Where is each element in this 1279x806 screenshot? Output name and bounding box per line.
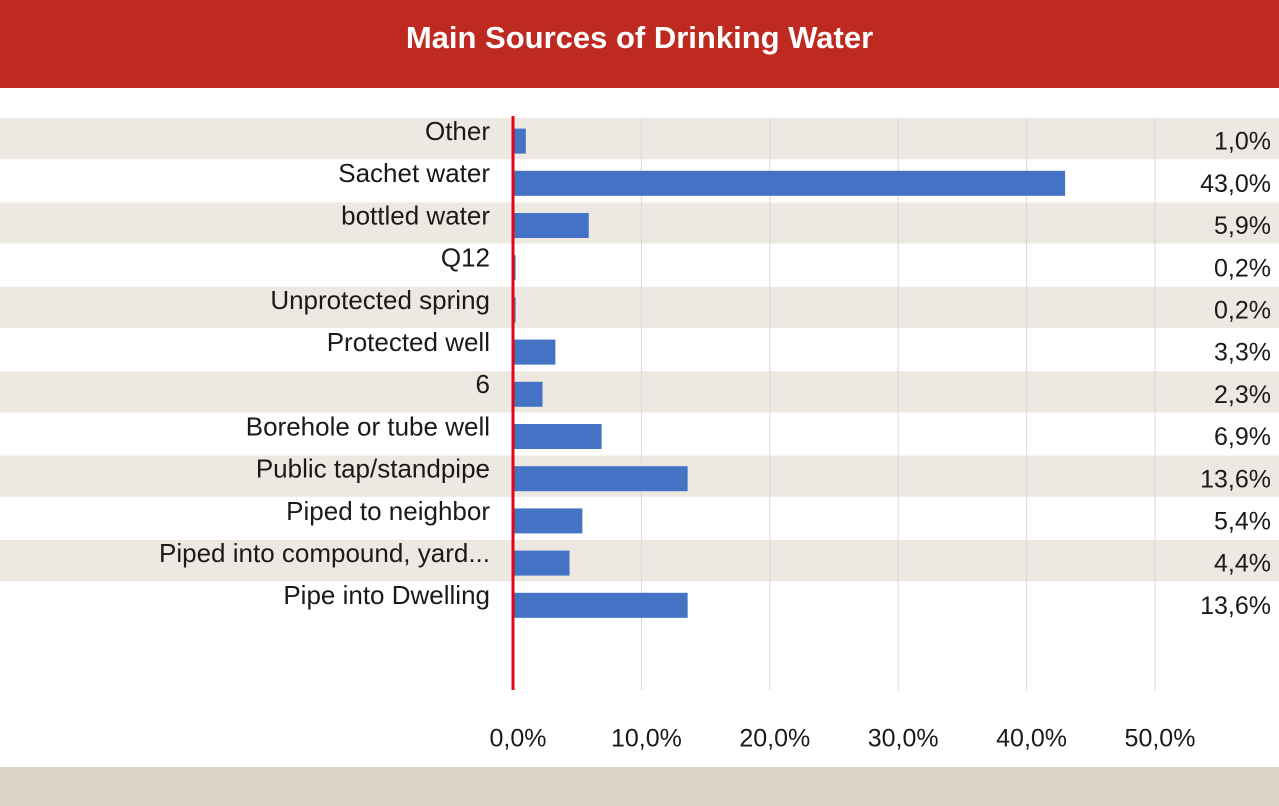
category-label: bottled water	[341, 200, 490, 230]
bar	[513, 170, 1066, 196]
bar	[513, 592, 688, 618]
bar	[513, 550, 570, 576]
category-label: Q12	[441, 243, 490, 273]
value-label: 0,2%	[1214, 254, 1271, 282]
value-label: 13,6%	[1200, 592, 1271, 620]
category-label: Unprotected spring	[270, 285, 490, 315]
row-band	[0, 371, 1279, 413]
value-label: 0,2%	[1214, 297, 1271, 325]
category-label: 6	[476, 369, 490, 399]
x-tick-label: 30,0%	[868, 725, 939, 753]
value-label: 4,4%	[1214, 550, 1271, 578]
row-band	[0, 118, 1279, 160]
category-label: Sachet water	[338, 158, 490, 188]
title-bar: Main Sources of Drinking Water	[0, 0, 1279, 88]
bar	[513, 128, 526, 154]
value-label: 6,9%	[1214, 423, 1271, 451]
bar	[513, 213, 589, 238]
value-label: 5,4%	[1214, 508, 1271, 536]
value-label: 2,3%	[1214, 381, 1271, 409]
x-tick-label: 10,0%	[611, 725, 682, 753]
chart-title: Main Sources of Drinking Water	[405, 20, 874, 55]
value-labels: 1,0% 43,0% 5,9% 0,2% 0,2% 3,3% 2,3% 6,9% 13,6% 5,…	[1200, 128, 1271, 620]
row-band	[0, 540, 1279, 582]
value-label: 43,0%	[1200, 170, 1271, 198]
row-band	[0, 286, 1279, 328]
category-label: Other	[425, 116, 490, 146]
footer-bar	[0, 767, 1279, 806]
category-label: Borehole or tube well	[246, 411, 490, 441]
category-label: Piped to neighbor	[286, 496, 490, 526]
x-tick-label: 20,0%	[739, 725, 810, 753]
value-label: 1,0%	[1214, 128, 1271, 156]
category-label: Protected well	[327, 327, 490, 357]
x-tick-labels: 0,0% 10,0% 20,0% 30,0% 40,0% 50,0%	[490, 725, 1196, 753]
bar	[513, 339, 556, 365]
bars	[513, 128, 1066, 618]
category-label: Pipe into Dwelling	[283, 580, 490, 610]
category-labels: Other Sachet water bottled water Q12 Unprote…	[159, 116, 490, 610]
category-label: Piped into compound, yard...	[159, 538, 490, 568]
bar	[513, 508, 583, 534]
row-band	[0, 202, 1279, 244]
row-bands	[0, 118, 1279, 582]
value-label: 3,3%	[1214, 339, 1271, 367]
x-tick-label: 50,0%	[1125, 725, 1196, 753]
value-label: 13,6%	[1200, 465, 1271, 493]
x-tick-label: 40,0%	[996, 725, 1067, 753]
bar	[513, 424, 602, 449]
x-tick-label: 0,0%	[490, 725, 547, 753]
bar	[513, 381, 543, 407]
bar	[513, 466, 688, 492]
value-label: 5,9%	[1214, 212, 1271, 240]
category-label: Public tap/standpipe	[256, 454, 490, 484]
